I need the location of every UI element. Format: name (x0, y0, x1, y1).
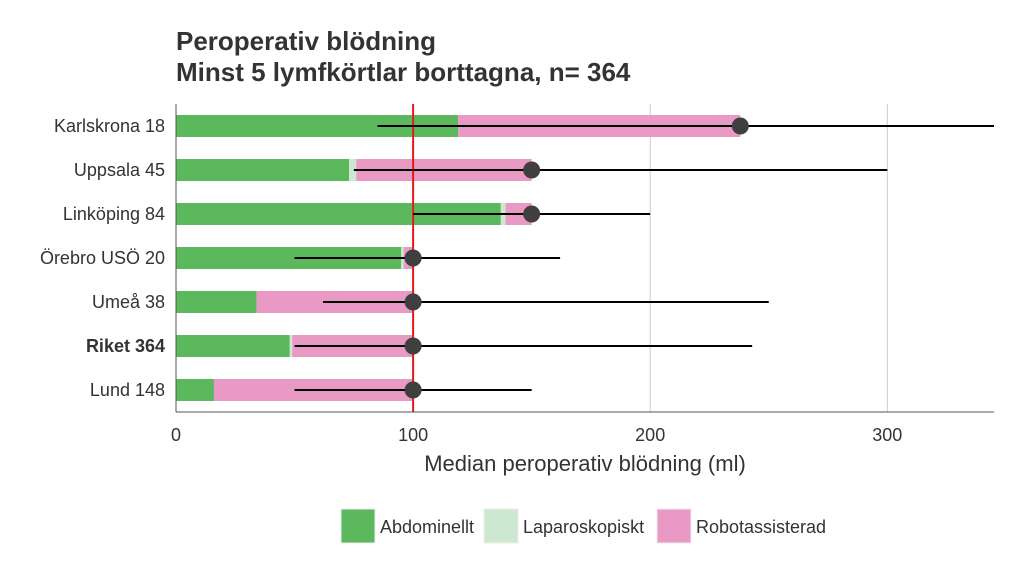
y-tick-label-2: Linköping 84 (63, 204, 165, 224)
y-axis-labels: Karlskrona 18 Uppsala 45 Linköping 84 Örebr… (40, 116, 165, 400)
median-point-6 (404, 381, 422, 399)
bar-abdominellt-0 (176, 115, 459, 137)
median-point-4 (404, 293, 422, 311)
median-point-0 (731, 117, 749, 135)
legend-swatch-1 (483, 508, 519, 544)
chart-title-block: Peroperativ blödning Minst 5 lymfkörtlar… (176, 26, 630, 88)
median-point-2 (523, 205, 541, 223)
y-tick-label-6: Lund 148 (90, 380, 165, 400)
axes (175, 104, 994, 413)
y-tick-label-3: Örebro USÖ 20 (40, 248, 165, 268)
bar-abdominellt-6 (176, 379, 214, 401)
bar-abdominellt-1 (176, 159, 350, 181)
bar-abdominellt-4 (176, 291, 257, 313)
bar-laparoskopiskt-1 (349, 159, 357, 181)
x-tick-label-0: 0 (171, 425, 181, 445)
legend-label-2: Robotassisterad (696, 517, 826, 537)
y-tick-label-5: Riket 364 (86, 336, 165, 356)
x-axis-title: Median peroperativ blödning (ml) (424, 451, 746, 476)
y-tick-label-1: Uppsala 45 (74, 160, 165, 180)
legend-swatch-0 (340, 508, 376, 544)
legend-swatch-2 (656, 508, 692, 544)
x-tick-label-200: 200 (635, 425, 665, 445)
error-bars (294, 125, 994, 391)
x-tick-label-100: 100 (398, 425, 428, 445)
x-axis-labels: 0 100 200 300 (171, 425, 902, 445)
bar-abdominellt-5 (176, 335, 290, 357)
median-points (404, 117, 749, 399)
median-point-5 (404, 337, 422, 355)
chart-title: Peroperativ blödning (176, 26, 437, 56)
y-tick-label-0: Karlskrona 18 (54, 116, 165, 136)
legend-label-1: Laparoskopiskt (523, 517, 644, 537)
bar-abdominellt-3 (176, 247, 402, 269)
median-point-1 (523, 161, 541, 179)
x-tick-label-300: 300 (872, 425, 902, 445)
bar-laparoskopiskt-5 (289, 335, 293, 357)
median-point-3 (404, 249, 422, 267)
chart-subtitle: Minst 5 lymfkörtlar borttagna, n= 364 (176, 57, 631, 87)
bar-abdominellt-2 (176, 203, 501, 225)
legend-label-0: Abdominellt (380, 517, 474, 537)
bars (176, 115, 741, 401)
legend: Abdominellt Laparoskopiskt Robotassisterad (340, 508, 826, 544)
y-tick-label-4: Umeå 38 (92, 292, 165, 312)
